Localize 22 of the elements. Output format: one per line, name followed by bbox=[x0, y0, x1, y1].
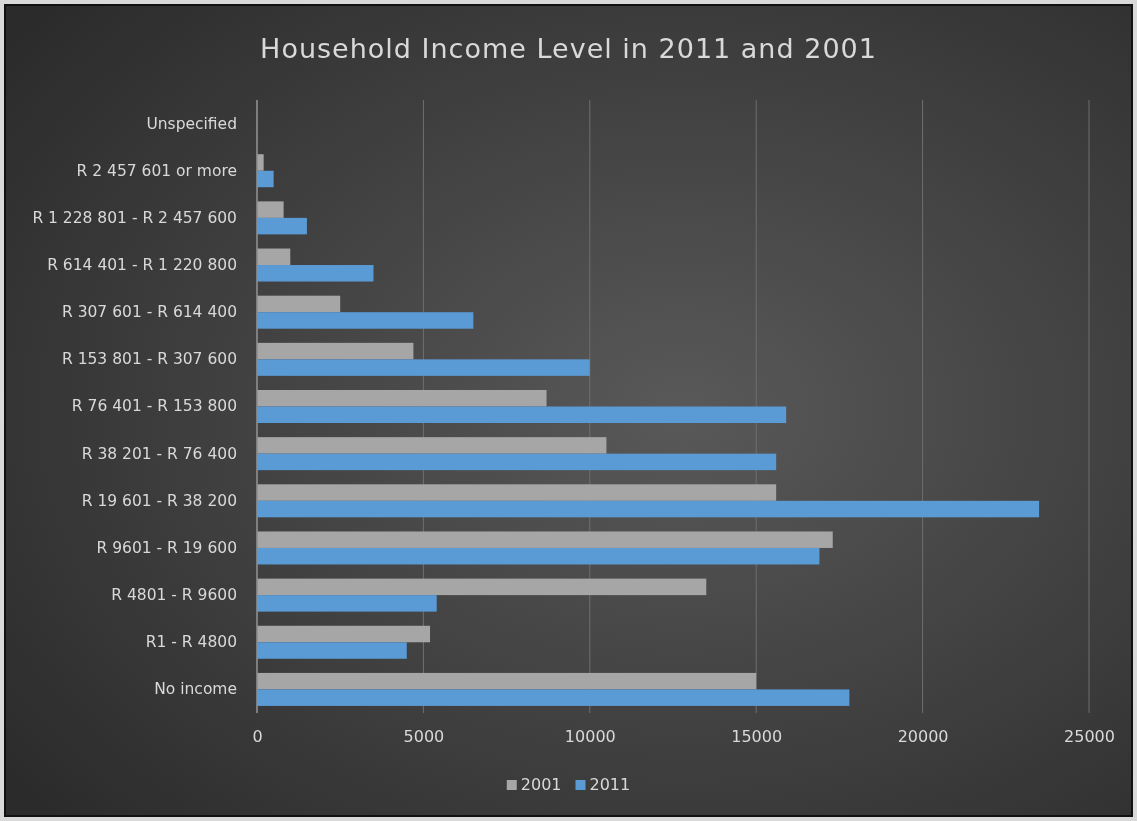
y-tick-label: R 2 457 601 or more bbox=[76, 161, 237, 180]
y-tick-label: R 38 201 - R 76 400 bbox=[81, 444, 237, 463]
y-tick-label: R 19 601 - R 38 200 bbox=[81, 491, 237, 510]
y-tick-label: Unspecified bbox=[146, 114, 237, 133]
x-tick-label: 15000 bbox=[731, 727, 783, 747]
x-tick-label: 0 bbox=[252, 727, 263, 747]
y-tick-label: R 9601 - R 19 600 bbox=[96, 538, 237, 557]
x-tick-label: 5000 bbox=[403, 727, 445, 747]
y-tick-label: No income bbox=[154, 680, 237, 699]
legend-label: 2011 bbox=[589, 775, 631, 794]
y-tick-label: R 153 801 - R 307 600 bbox=[61, 350, 237, 369]
y-tick-label: R 614 401 - R 1 220 800 bbox=[47, 256, 237, 274]
y-tick-label: R 1 228 801 - R 2 457 600 bbox=[32, 208, 237, 227]
x-tick-label: 20000 bbox=[897, 727, 949, 747]
chart-title: Household Income Level in 2011 and 2001 bbox=[260, 33, 877, 64]
legend-label: 2001 bbox=[520, 775, 562, 794]
y-tick-label: R 4801 - R 9600 bbox=[111, 586, 237, 605]
x-tick-label: 25000 bbox=[1064, 727, 1115, 747]
y-tick-label: R 76 401 - R 153 800 bbox=[71, 397, 237, 416]
y-tick-label: R1 - R 4800 bbox=[145, 633, 237, 652]
y-tick-label: R 307 601 - R 614 400 bbox=[61, 303, 237, 322]
x-tick-label: 10000 bbox=[564, 727, 616, 747]
